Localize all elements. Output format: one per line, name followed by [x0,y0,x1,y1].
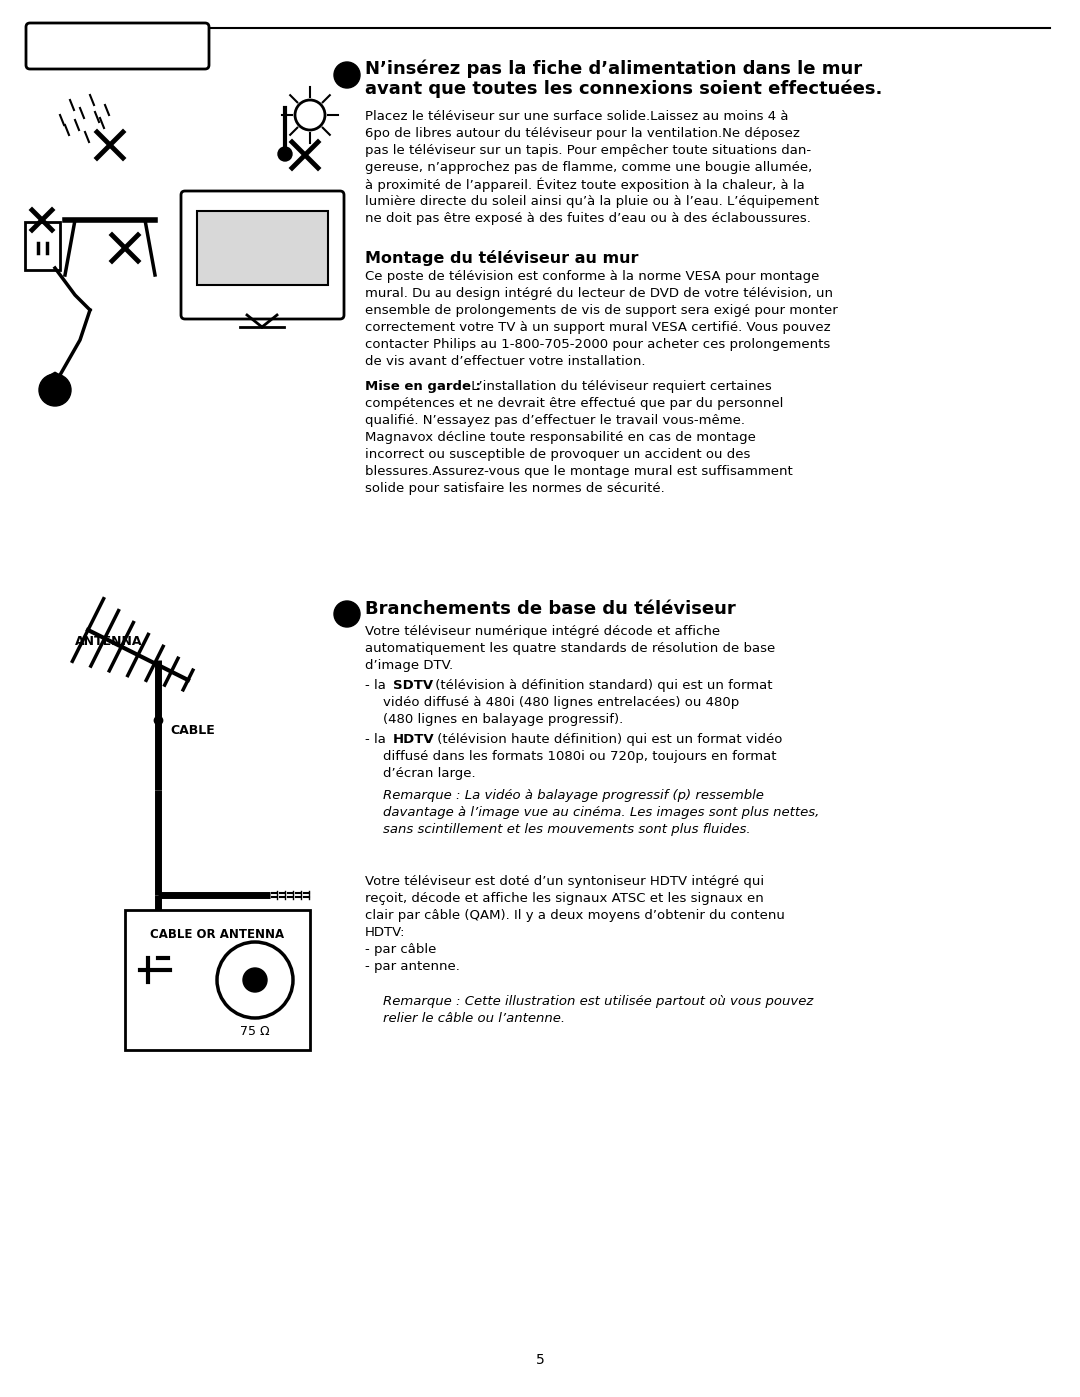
Text: 2: 2 [342,612,352,626]
Text: L’installation du téléviseur requiert certaines: L’installation du téléviseur requiert ce… [467,380,772,393]
Bar [197,211,328,285]
Text: HDTV:: HDTV: [365,926,405,939]
Text: 1: 1 [342,73,352,87]
FancyBboxPatch shape [125,909,310,1051]
Text: Placez le téléviseur sur une surface solide.Laissez au moins 4 à: Placez le téléviseur sur une surface sol… [365,110,788,123]
Text: sans scintillement et les mouvements sont plus fluides.: sans scintillement et les mouvements son… [383,823,751,835]
Text: 6po de libres autour du téléviseur pour la ventilation.Ne déposez: 6po de libres autour du téléviseur pour … [365,127,800,140]
Text: d’image DTV.: d’image DTV. [365,659,454,672]
Text: de vis avant d’effectuer votre installation.: de vis avant d’effectuer votre installat… [365,355,646,367]
Text: pas le téléviseur sur un tapis. Pour empêcher toute situations dan-: pas le téléviseur sur un tapis. Pour emp… [365,144,811,156]
Text: mural. Du au design intégré du lecteur de DVD de votre télévision, un: mural. Du au design intégré du lecteur d… [365,286,833,300]
Text: lumière directe du soleil ainsi qu’à la pluie ou à l’eau. L’équipement: lumière directe du soleil ainsi qu’à la … [365,196,819,208]
Text: Votre téléviseur numérique intégré décode et affiche: Votre téléviseur numérique intégré décod… [365,624,720,638]
Text: 75 Ω: 75 Ω [240,1025,270,1038]
Text: reçoit, décode et affiche les signaux ATSC et les signaux en: reçoit, décode et affiche les signaux AT… [365,893,764,905]
Text: (télévision haute définition) qui est un format vidéo: (télévision haute définition) qui est un… [433,733,782,746]
Circle shape [334,61,360,88]
Text: clair par câble (QAM). Il y a deux moyens d’obtenir du contenu: clair par câble (QAM). Il y a deux moyen… [365,909,785,922]
Text: Remarque : Cette illustration est utilisée partout où vous pouvez: Remarque : Cette illustration est utilis… [383,995,813,1009]
Text: blessures.Assurez-vous que le montage mural est suffisamment: blessures.Assurez-vous que le montage mu… [365,465,793,478]
Text: HDTV: HDTV [393,733,434,746]
FancyBboxPatch shape [26,22,210,68]
Text: gereuse, n’approchez pas de flamme, comme une bougie allumée,: gereuse, n’approchez pas de flamme, comm… [365,161,812,175]
Text: ANTENNA: ANTENNA [75,636,143,648]
Text: (télévision à définition standard) qui est un format: (télévision à définition standard) qui e… [431,679,772,692]
Text: qualifié. N’essayez pas d’effectuer le travail vous-même.: qualifié. N’essayez pas d’effectuer le t… [365,414,745,427]
Text: Remarque : La vidéo à balayage progressif (p) ressemble: Remarque : La vidéo à balayage progressi… [383,789,764,802]
Circle shape [295,101,325,130]
FancyBboxPatch shape [181,191,345,319]
Text: Ce poste de télévision est conforme à la norme VESA pour montage: Ce poste de télévision est conforme à la… [365,270,820,284]
Text: - par antenne.: - par antenne. [365,960,460,972]
Text: CABLE OR ANTENNA: CABLE OR ANTENNA [150,928,284,942]
Text: relier le câble ou l’antenne.: relier le câble ou l’antenne. [383,1011,565,1025]
Text: - par câble: - par câble [365,943,436,956]
Text: (480 lignes en balayage progressif).: (480 lignes en balayage progressif). [383,712,623,726]
Text: - la: - la [365,733,390,746]
Text: automatiquement les quatre standards de résolution de base: automatiquement les quatre standards de … [365,643,775,655]
Text: compétences et ne devrait être effectué que par du personnel: compétences et ne devrait être effectué … [365,397,783,409]
Text: diffusé dans les formats 1080i ou 720p, toujours en format: diffusé dans les formats 1080i ou 720p, … [383,750,777,763]
Text: d’écran large.: d’écran large. [383,767,475,780]
Text: vidéo diffusé à 480i (480 lignes entrelacées) ou 480p: vidéo diffusé à 480i (480 lignes entrela… [383,696,739,710]
Text: CABLE: CABLE [170,724,215,738]
Text: correctement votre TV à un support mural VESA certifié. Vous pouvez: correctement votre TV à un support mural… [365,321,831,334]
Text: incorrect ou susceptible de provoquer un accident ou des: incorrect ou susceptible de provoquer un… [365,448,751,461]
Circle shape [278,147,292,161]
Text: 5: 5 [536,1354,544,1368]
Circle shape [243,968,267,992]
Text: ne doit pas être exposé à des fuites d’eau ou à des éclaboussures.: ne doit pas être exposé à des fuites d’e… [365,212,811,225]
Text: Préparation: Préparation [65,42,172,59]
Text: davantage à l’image vue au cinéma. Les images sont plus nettes,: davantage à l’image vue au cinéma. Les i… [383,806,820,819]
Text: Mise en garde :: Mise en garde : [365,380,481,393]
Text: avant que toutes les connexions soient effectuées.: avant que toutes les connexions soient e… [365,80,882,99]
Text: à proximité de l’appareil. Évitez toute exposition à la chaleur, à la: à proximité de l’appareil. Évitez toute … [365,177,805,193]
Text: Magnavox décline toute responsabilité en cas de montage: Magnavox décline toute responsabilité en… [365,432,756,444]
Text: Votre téléviseur est doté d’un syntoniseur HDTV intégré qui: Votre téléviseur est doté d’un syntonise… [365,875,765,888]
Circle shape [39,374,71,407]
Text: Branchements de base du téléviseur: Branchements de base du téléviseur [365,599,735,617]
Text: Montage du téléviseur au mur: Montage du téléviseur au mur [365,250,638,265]
Text: ensemble de prolongements de vis de support sera exigé pour monter: ensemble de prolongements de vis de supp… [365,305,838,317]
Text: solide pour satisfaire les normes de sécurité.: solide pour satisfaire les normes de séc… [365,482,665,495]
Text: - la: - la [365,679,390,692]
Circle shape [217,942,293,1018]
Bar [25,222,60,270]
Circle shape [334,601,360,627]
Text: contacter Philips au 1-800-705-2000 pour acheter ces prolongements: contacter Philips au 1-800-705-2000 pour… [365,338,831,351]
Text: SDTV: SDTV [393,679,433,692]
Text: N’insérez pas la fiche d’alimentation dans le mur: N’insérez pas la fiche d’alimentation da… [365,60,862,78]
